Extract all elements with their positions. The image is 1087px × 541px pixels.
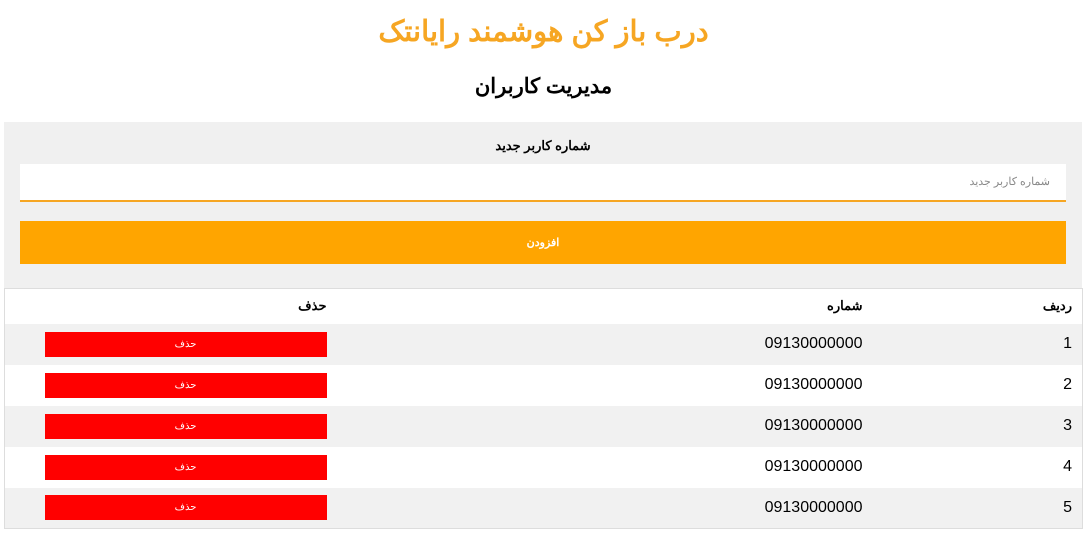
delete-button[interactable]: حذف — [44, 331, 327, 357]
row-actions: حذف — [4, 323, 337, 365]
row-actions: حذف — [4, 364, 337, 406]
table-row: 5 09130000000 حذف — [4, 487, 1083, 529]
delete-button[interactable]: حذف — [44, 372, 327, 398]
row-number: 09130000000 — [336, 323, 873, 365]
delete-button[interactable]: حذف — [44, 495, 327, 521]
row-actions: حذف — [4, 446, 337, 488]
page-title: مدیریت کاربران — [474, 75, 613, 98]
row-actions: حذف — [4, 405, 337, 447]
row-index: 5 — [872, 487, 1083, 529]
row-number: 09130000000 — [336, 405, 873, 447]
row-index: 3 — [872, 405, 1083, 447]
delete-button[interactable]: حذف — [44, 413, 327, 439]
app-title: درب باز کن هوشمند رایانتک — [378, 16, 709, 48]
row-index: 4 — [872, 446, 1083, 488]
column-header-index: ردیف — [872, 288, 1083, 324]
table-header: ردیف شماره حذف — [4, 288, 1083, 324]
add-user-panel: شماره کاربر جدید افزودن — [4, 122, 1082, 288]
table-row: 3 09130000000 حذف — [4, 405, 1083, 447]
row-number: 09130000000 — [336, 446, 873, 488]
new-user-number-input[interactable] — [20, 164, 1066, 202]
row-actions: حذف — [4, 487, 337, 529]
column-header-delete: حذف — [4, 288, 337, 324]
new-user-label: شماره کاربر جدید — [495, 138, 591, 153]
row-index: 1 — [872, 323, 1083, 365]
table-row: 2 09130000000 حذف — [4, 364, 1083, 406]
row-number: 09130000000 — [336, 364, 873, 406]
add-button[interactable]: افزودن — [20, 221, 1066, 264]
table-row: 4 09130000000 حذف — [4, 446, 1083, 488]
table-row: 1 09130000000 حذف — [4, 323, 1083, 365]
row-number: 09130000000 — [336, 487, 873, 529]
row-index: 2 — [872, 364, 1083, 406]
column-header-number: شماره — [336, 288, 873, 324]
delete-button[interactable]: حذف — [44, 454, 327, 480]
users-table: ردیف شماره حذف 1 09130000000 حذف 2 091300… — [4, 288, 1083, 529]
